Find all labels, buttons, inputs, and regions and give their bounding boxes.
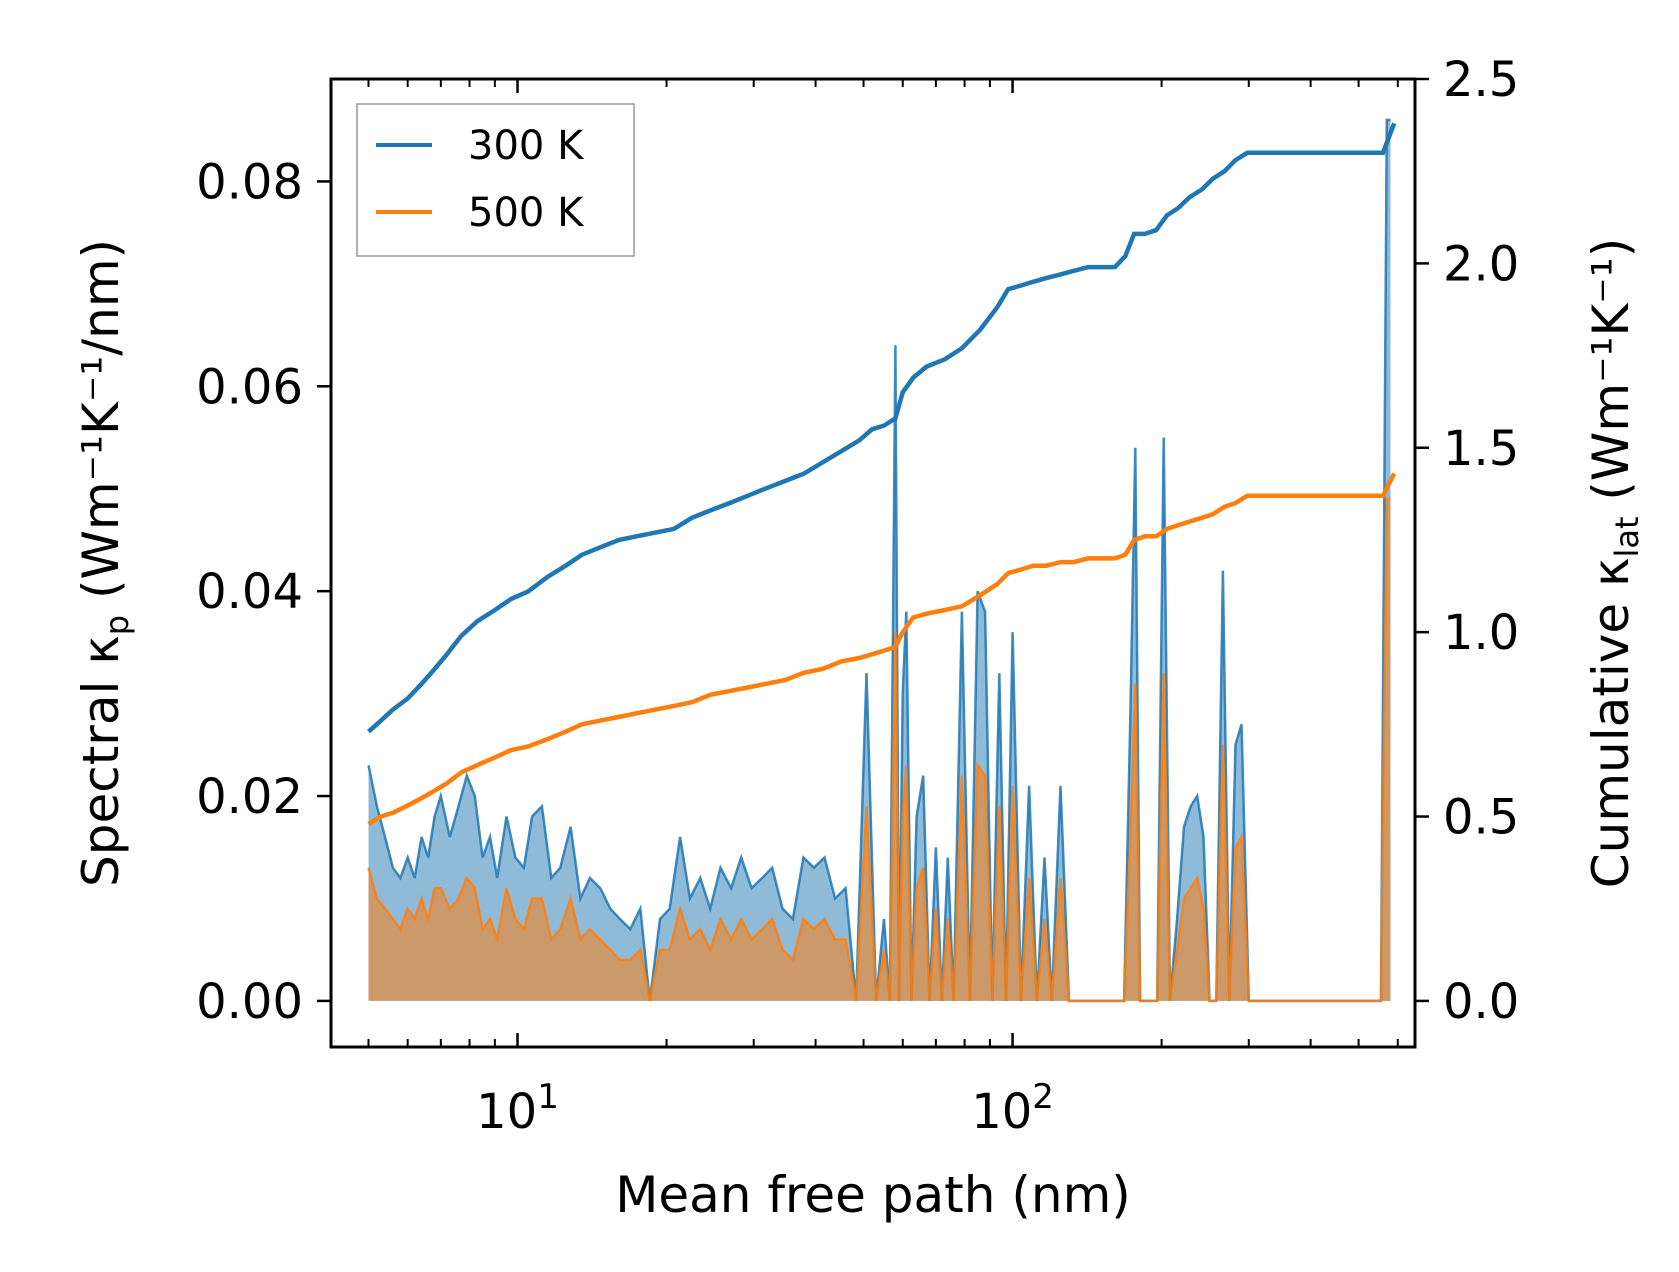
legend: 300 K 500 K [356,103,635,257]
right-y-label-sub: lat [1608,516,1646,557]
legend-label-300k: 300 K [468,123,585,169]
left-y-tick-label: 0.08 [196,154,303,210]
x-tick-label: 101 [476,1077,559,1140]
left-y-label-sub: p [98,615,136,635]
x-tick-label-base: 10 [971,1084,1032,1140]
legend-label-500k: 500 K [468,190,585,236]
plot-frame [329,77,1417,1049]
legend-box [356,103,635,257]
tick-layer: 101 1020.000.020.040.060.080.00.51.01.52.… [196,52,1519,1140]
right-y-tick-label: 1.5 [1443,421,1519,477]
cumulative-line-500k [367,472,1397,826]
spectral-fill-layer [368,120,1391,1001]
left-y-label-main: Spectral κ [72,635,130,887]
x-tick-label: 102 [971,1077,1054,1140]
cumulative-line-300k [367,122,1397,734]
right-y-tick-label: 0.5 [1443,790,1519,846]
x-axis-label: Mean free path (nm) [615,1166,1131,1224]
right-y-label-unit: (Wm⁻¹K⁻¹) [1582,238,1640,517]
left-y-tick-label: 0.04 [196,564,303,620]
x-tick-label-exp: 2 [1032,1077,1054,1117]
spectral-fill-500k [368,499,1391,1001]
left-y-axis-label: Spectral κp (Wm⁻¹K⁻¹/nm) [72,239,136,887]
right-y-tick-label: 1.0 [1443,605,1519,661]
right-y-tick-label: 0.0 [1443,974,1519,1030]
right-y-axis-label: Cumulative κlat (Wm⁻¹K⁻¹) [1582,238,1646,889]
x-tick-label-base: 10 [476,1084,537,1140]
right-y-tick-label: 2.0 [1443,236,1519,292]
left-y-label-unit: (Wm⁻¹K⁻¹/nm) [72,239,130,615]
spectral-line-500k [367,497,1391,1003]
left-y-tick-label: 0.00 [196,974,303,1030]
cumulative-line-layer [367,122,1397,826]
right-y-label-main: Cumulative κ [1582,558,1640,889]
left-y-tick-label: 0.02 [196,769,303,825]
left-y-tick-label: 0.06 [196,359,303,415]
x-tick-label-exp: 1 [537,1077,559,1117]
spectral-line-layer [367,118,1391,1003]
right-y-tick-label: 2.5 [1443,52,1519,108]
